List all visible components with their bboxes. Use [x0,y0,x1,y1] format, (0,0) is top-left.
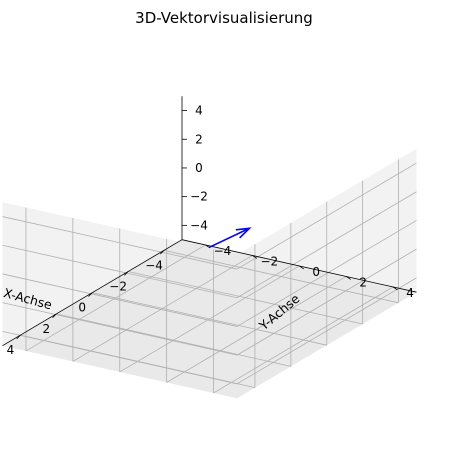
z-tick-label: 4 [195,104,203,118]
gridline-y-floor [119,265,300,373]
x-tick-mark [16,334,21,340]
gridline-z-left [2,216,238,270]
gridline-z-back [236,277,417,385]
y-tick-mark [205,244,211,249]
gridline-z-left [2,330,238,385]
gridline-z-back [236,220,417,327]
y-tick-label: 2 [359,275,367,289]
y-tick-mark [392,286,398,291]
y-tick-mark [345,276,351,280]
gridline-y-floor [72,255,253,362]
y-tick-label: −2 [260,254,278,268]
chart-grid [2,159,417,394]
x-tick-mark [159,250,165,255]
chart-panes [2,148,417,399]
gridline-z-left [2,302,238,356]
y-tick-mark [252,255,258,259]
gridline-z-back [236,162,417,270]
y-tick-label: −4 [214,244,232,258]
y-tick-label: 4 [406,286,414,300]
gridline-z-back [236,191,417,299]
x-tick-label: −2 [109,280,127,294]
x-tick-label: 4 [7,343,15,357]
x-tick-mark [52,313,57,318]
y-tick-label: 0 [312,265,320,279]
chart-marks [209,227,252,248]
z-tick-label: −4 [190,218,208,232]
gridline-y-floor [166,276,347,383]
z-tick-label: −2 [190,190,208,204]
vector-shaft [209,227,250,248]
gridline-z-left [2,244,238,299]
x-tick-mark [124,271,129,276]
chart-title: 3D-Vektorvisualisierung [135,9,313,27]
x-tick-label: 0 [78,301,86,315]
x-tick-label: 2 [43,322,51,336]
z-tick-label: 2 [195,132,203,146]
x-tick-mark [88,292,93,297]
gridline-y-floor [213,286,394,394]
gridline-z-left [2,273,238,327]
x-tick-label: −4 [145,258,163,272]
z-tick-label: 0 [195,161,203,175]
vector-arrowhead [235,227,252,239]
y-tick-mark [299,265,304,270]
chart-ticks: −4 −2 0 2 4 −4 −2 0 2 4 −4 −2 0 2 4 [7,104,414,358]
gridline-z-back [236,248,417,356]
gridline-y-floor [25,244,206,352]
